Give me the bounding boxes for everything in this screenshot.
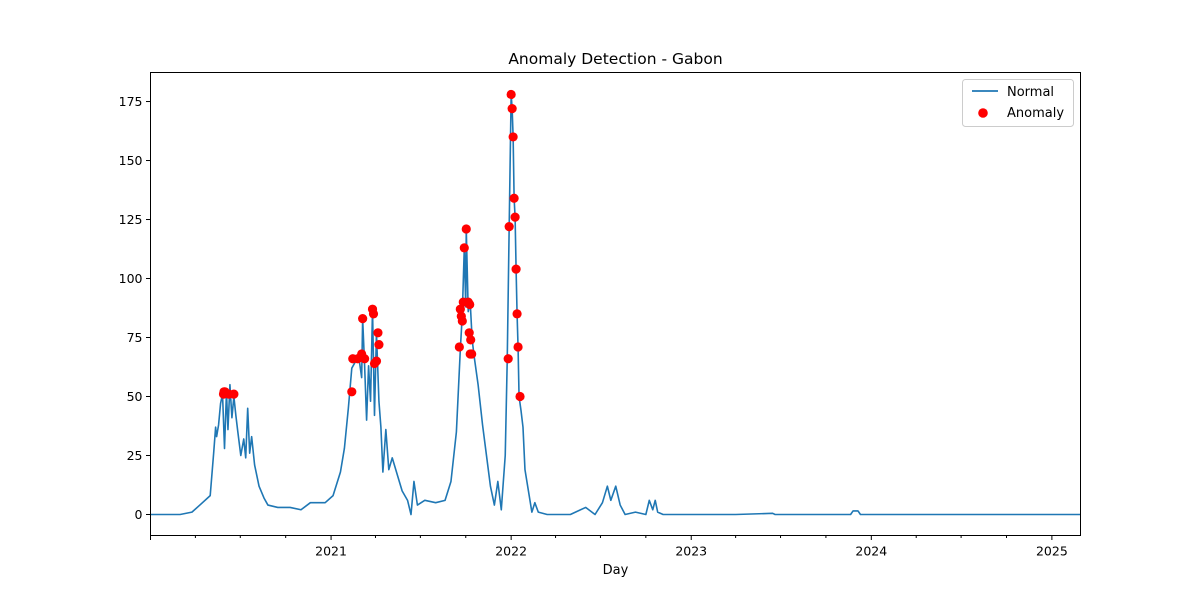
- anomaly-point: [347, 387, 357, 397]
- x-tick-label: 2024: [855, 544, 887, 559]
- legend: Normal Anomaly: [962, 79, 1074, 127]
- anomaly-point: [459, 243, 469, 253]
- anomaly-point: [358, 314, 368, 324]
- x-axis: 2021 2022 2023 2024 2025: [150, 535, 1068, 559]
- anomaly-point: [455, 304, 465, 314]
- y-tick-label: 25: [127, 448, 143, 463]
- plot-area: [150, 72, 1081, 536]
- x-tick-label: 2025: [1036, 544, 1068, 559]
- anomaly-point: [374, 339, 384, 350]
- anomaly-point: [515, 391, 525, 402]
- plot-frame: [150, 72, 1081, 536]
- anomaly-point: [465, 299, 475, 310]
- y-tick-label: 150: [119, 153, 143, 168]
- anomaly-point: [467, 349, 477, 359]
- chart-title: Anomaly Detection - Gabon: [508, 50, 722, 68]
- y-tick-label: 75: [127, 330, 143, 345]
- legend-anomaly-swatch: [978, 108, 988, 118]
- anomaly-point: [503, 354, 513, 364]
- anomaly-point: [229, 389, 239, 399]
- anomaly-series-points: [218, 89, 525, 402]
- y-tick-label: 0: [135, 507, 143, 522]
- normal-series-line: [150, 93, 1081, 516]
- anomaly-point: [508, 132, 518, 142]
- anomaly-point: [509, 193, 519, 203]
- legend-normal-label: Normal: [1007, 85, 1054, 100]
- y-tick-label: 100: [119, 271, 143, 286]
- anomaly-point: [371, 356, 382, 366]
- x-tick-label: 2022: [495, 544, 527, 559]
- y-axis: 0 25 50 75 100 125 150 175: [119, 94, 151, 522]
- anomaly-point: [512, 309, 522, 319]
- anomaly-point: [457, 316, 467, 326]
- x-tick-label: 2021: [315, 544, 347, 559]
- anomaly-point: [464, 328, 474, 338]
- legend-anomaly-label: Anomaly: [1007, 106, 1064, 121]
- anomaly-point: [461, 224, 471, 234]
- anomaly-point: [513, 342, 523, 352]
- anomaly-point: [454, 342, 464, 352]
- anomaly-point: [373, 328, 383, 338]
- anomaly-point: [360, 354, 370, 364]
- anomaly-point: [504, 222, 514, 232]
- anomaly-point: [510, 212, 520, 222]
- y-tick-label: 175: [119, 94, 143, 109]
- anomaly-point: [368, 309, 379, 319]
- anomaly-point: [506, 89, 516, 100]
- anomaly-point: [511, 264, 521, 274]
- anomaly-point: [507, 104, 517, 114]
- anomaly-point: [466, 335, 476, 345]
- y-tick-label: 125: [119, 212, 143, 227]
- y-tick-label: 50: [127, 389, 143, 404]
- x-tick-label: 2023: [675, 544, 707, 559]
- x-axis-label: Day: [603, 563, 629, 578]
